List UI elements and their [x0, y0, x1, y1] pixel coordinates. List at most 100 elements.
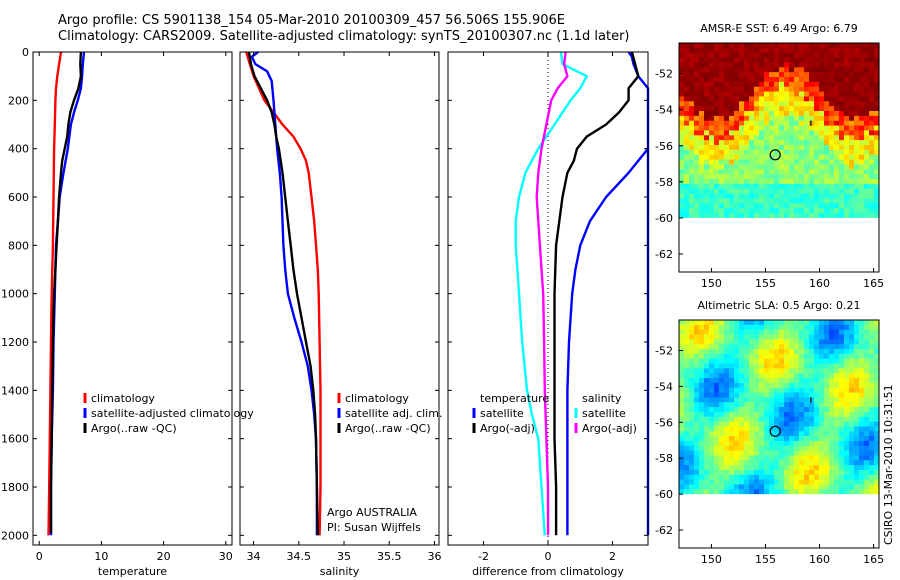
sst_map-cell: [864, 149, 870, 156]
sst_map-cell: [779, 125, 785, 132]
sla_map-cell: [784, 344, 790, 350]
sla_map-cell: [859, 353, 865, 360]
sst_map-cell: [874, 101, 880, 107]
salinity-xtick-label: 34: [247, 550, 261, 563]
sla_map-cell: [784, 407, 790, 413]
sla_map-cell: [829, 436, 835, 442]
sst_map-cell: [784, 52, 790, 59]
sla_map-cell: [864, 411, 870, 418]
sst_map-cell: [839, 96, 845, 102]
sla_map-cell: [764, 329, 770, 336]
sla_map-cell: [704, 489, 710, 495]
sst_map-cell: [679, 125, 685, 132]
sla_map-cell: [754, 455, 760, 461]
sst_map-cell: [759, 179, 765, 185]
sst_map-cell: [714, 203, 720, 209]
sst_map-cell: [744, 106, 750, 112]
sst_map-cell: [729, 111, 735, 117]
sla_map-cell: [744, 465, 750, 471]
sst_map-cell: [864, 198, 870, 204]
sst_map-cell: [799, 174, 805, 180]
sla_map-cell: [864, 479, 870, 486]
sla_map-cell: [864, 450, 870, 457]
sst_map-cell: [859, 43, 865, 49]
sst_map-cell: [754, 81, 760, 88]
sla_map-cell: [729, 489, 735, 495]
sst_map-cell: [789, 120, 795, 127]
sla_map-cell: [824, 407, 830, 413]
sst_map-cell: [699, 47, 705, 54]
sla_map-cell: [769, 450, 775, 457]
sla_map-cell: [729, 426, 735, 432]
sst_map-cell: [874, 77, 880, 83]
sla_map-cell: [714, 421, 720, 428]
sla_map-cell: [694, 465, 700, 471]
sla_map-cell: [684, 358, 690, 365]
sla_map-cell: [799, 368, 805, 374]
sst_map-cell: [739, 174, 745, 180]
sst_map-cell: [864, 179, 870, 185]
sla_map-cell: [869, 368, 875, 374]
sst_map-cell: [769, 77, 775, 83]
sla_map-cell: [749, 436, 755, 442]
sla_map-cell: [874, 426, 880, 432]
sla_map-cell: [699, 465, 705, 471]
sst_map-cell: [859, 125, 865, 132]
sst_map-cell: [699, 67, 705, 73]
sst_map-cell: [699, 125, 705, 132]
sla_map-cell: [759, 411, 765, 418]
sla_map-cell: [824, 358, 830, 365]
sla_map-cell: [819, 378, 825, 384]
sst_map-cell: [764, 96, 770, 102]
sst_map-cell: [809, 91, 815, 98]
sst_map-cell: [764, 198, 770, 204]
sst_map-cell: [784, 130, 790, 136]
sst_map-cell: [769, 159, 775, 166]
sst_map-cell: [734, 188, 740, 195]
sla_map-cell: [719, 421, 725, 428]
sst_map-cell: [814, 101, 820, 107]
sst_map-cell: [699, 106, 705, 112]
sst_map-cell: [729, 96, 735, 102]
sst_map-cell: [739, 91, 745, 98]
sla_map-cell: [789, 407, 795, 413]
sst_map-cell: [779, 47, 785, 54]
sla_map-cell: [689, 431, 695, 437]
sst_map-cell: [749, 188, 755, 195]
sla_map-cell: [829, 426, 835, 432]
sla_map-cell: [694, 339, 700, 345]
sst_map-cell: [714, 183, 720, 190]
sst_map-cell: [794, 120, 800, 127]
sla_map-cell: [739, 324, 745, 331]
sla_map-cell: [769, 329, 775, 336]
sla_map-cell: [724, 484, 730, 490]
sla_map-cell: [844, 469, 850, 476]
sla_map-cell: [854, 450, 860, 457]
sst_map-cell: [854, 72, 860, 78]
sla_map-cell: [684, 479, 690, 486]
sla_map-cell: [729, 387, 735, 394]
sla_map-cell: [829, 489, 835, 495]
sst_map-cell: [729, 174, 735, 180]
sla_map-cell: [789, 378, 795, 384]
sla_map-cell: [759, 397, 765, 403]
sla_map-cell: [859, 324, 865, 331]
sla_map-cell: [734, 479, 740, 486]
sst_map-cell: [689, 67, 695, 73]
sst_map-cell: [719, 169, 725, 175]
sla_map-cell: [809, 392, 815, 398]
sst_map-cell: [859, 86, 865, 93]
sla_map-cell: [779, 378, 785, 384]
sst_map-cell: [804, 154, 810, 161]
sla_map-cell: [809, 324, 815, 331]
sla_map-cell: [829, 416, 835, 423]
sst_map-cell: [869, 130, 875, 136]
sla_map-cell: [799, 334, 805, 340]
salinity-xlabel: salinity: [320, 565, 360, 578]
sst_map-cell: [684, 188, 690, 195]
sla_map-cell: [729, 455, 735, 461]
sla_map-cell: [849, 402, 855, 408]
sst_map-cell: [869, 52, 875, 59]
sla_map-cell: [819, 324, 825, 331]
sst_map-cell: [824, 91, 830, 98]
